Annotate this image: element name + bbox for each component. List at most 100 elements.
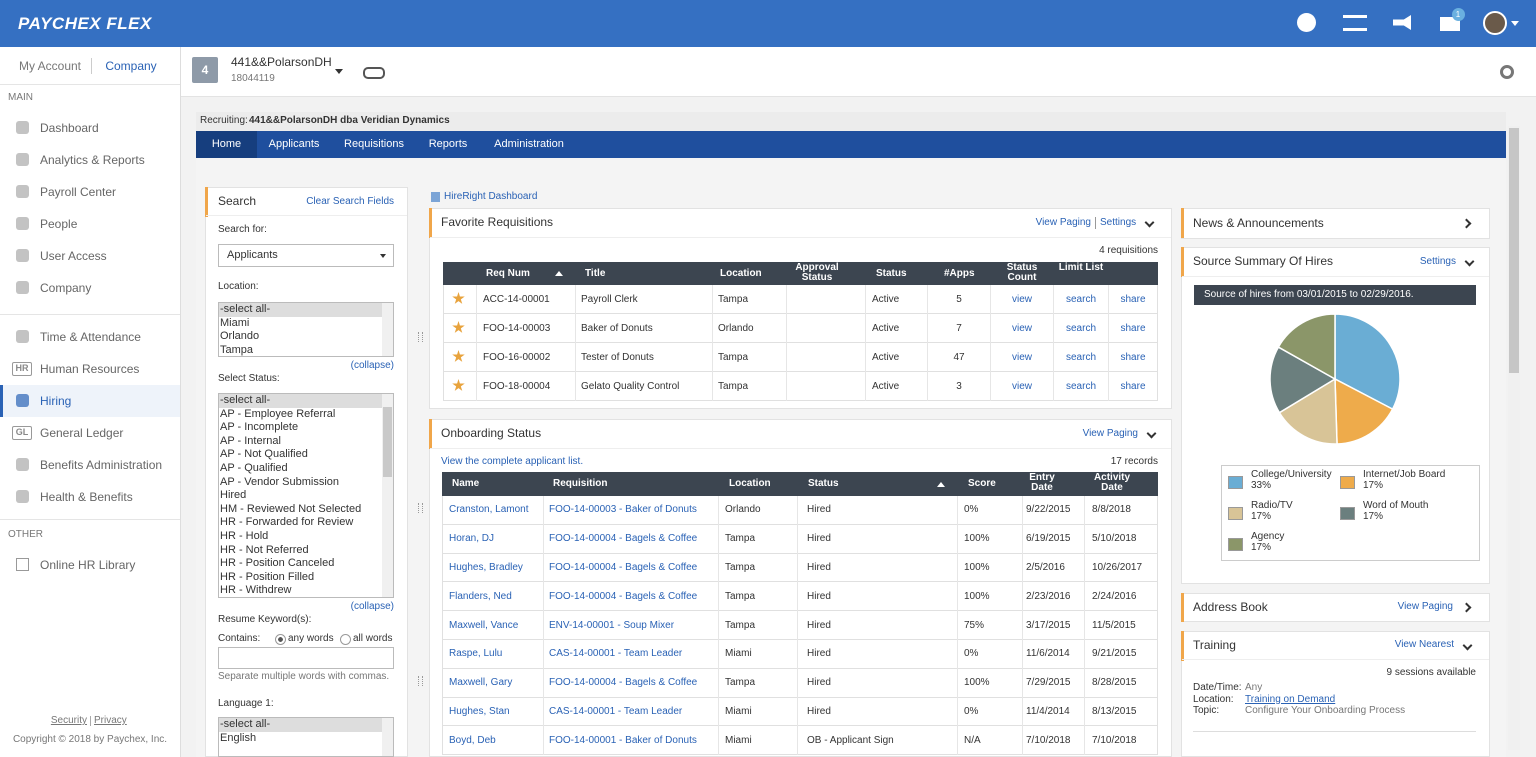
field-value[interactable]: Training on Demand	[1245, 693, 1336, 705]
company-name[interactable]: 441&&PolarsonDH	[231, 55, 332, 69]
option[interactable]: AP - Vendor Submission	[220, 475, 340, 488]
help-icon[interactable]	[1297, 13, 1316, 32]
option[interactable]: -select all-	[220, 303, 271, 315]
cell[interactable]: Maxwell, Gary	[449, 677, 513, 689]
cell[interactable]: search	[1065, 322, 1097, 334]
option[interactable]: Hired	[220, 489, 247, 502]
option[interactable]: HR - Not Referred	[220, 543, 309, 556]
nav-item[interactable]: Payroll Center	[40, 185, 117, 199]
cell[interactable]: Hughes, Stan	[449, 706, 510, 717]
cell[interactable]: Boyd, Deb	[449, 734, 496, 746]
nav-item[interactable]: Online HR Library	[40, 558, 136, 572]
settings-link[interactable]: Settings	[1419, 256, 1456, 267]
nav-item[interactable]: Analytics & Reports	[40, 153, 145, 167]
nav-item[interactable]: Health & Benefits	[40, 490, 133, 504]
cell[interactable]: ENV-14-00001 - Soup Mixer	[549, 619, 675, 631]
view-paging[interactable]: View Paging	[1397, 601, 1453, 612]
keyword-input[interactable]	[218, 647, 394, 669]
cell[interactable]: share	[1120, 351, 1146, 363]
cell[interactable]: view	[1011, 380, 1033, 392]
link-icon[interactable]	[363, 67, 385, 79]
option[interactable]: English	[220, 731, 257, 744]
favorite-star[interactable]	[452, 379, 465, 391]
cell[interactable]: CAS-14-00001 - Team Leader	[549, 648, 683, 660]
favorite-star[interactable]	[452, 292, 465, 304]
applicant-list-link[interactable]: View the complete applicant list.	[441, 456, 584, 467]
hireright-link[interactable]: HireRight Dashboard	[444, 191, 538, 202]
cell[interactable]: FOO-14-00004 - Bagels & Coffee	[549, 562, 698, 573]
gear-icon[interactable]	[1500, 65, 1514, 79]
company-caret[interactable]	[335, 69, 343, 74]
option[interactable]: AP - Incomplete	[220, 421, 299, 434]
cell[interactable]: FOO-14-00004 - Bagels & Coffee	[549, 533, 698, 545]
cell[interactable]: Maxwell, Vance	[449, 619, 519, 631]
select[interactable]	[218, 244, 394, 267]
cell[interactable]: search	[1065, 293, 1097, 305]
option[interactable]: AP - Employee Referral	[220, 407, 336, 420]
view-paging[interactable]: View Paging	[1082, 428, 1138, 439]
clear-link[interactable]: Clear Search Fields	[306, 196, 394, 207]
cell[interactable]: FOO-14-00003 - Baker of Donuts	[549, 504, 697, 516]
option[interactable]: HR - Forwarded for Review	[220, 516, 354, 529]
nav-item[interactable]: User Access	[40, 249, 107, 263]
option[interactable]: Tampa	[220, 343, 254, 356]
cell[interactable]: view	[1011, 351, 1033, 363]
nav-tab[interactable]: Requisitions	[344, 138, 404, 150]
listbox[interactable]	[218, 302, 394, 357]
radio[interactable]	[340, 634, 351, 645]
favorite-star[interactable]	[452, 321, 465, 333]
nav-item[interactable]: Benefits Administration	[40, 458, 163, 472]
option[interactable]: HR - Position Filled	[220, 570, 315, 583]
option[interactable]: -select all-	[220, 394, 271, 406]
cell[interactable]: FOO-14-00001 - Baker of Donuts	[549, 734, 697, 746]
collapse-link[interactable]: (collapse)	[350, 360, 394, 371]
nav-item[interactable]: Human Resources	[40, 362, 140, 376]
option[interactable]: AP - Qualified	[220, 462, 288, 474]
option[interactable]: Miami	[220, 316, 250, 329]
cell[interactable]: view	[1011, 293, 1033, 305]
cell[interactable]: search	[1065, 380, 1097, 392]
option[interactable]: -select all-	[220, 718, 271, 730]
cell[interactable]: Cranston, Lamont	[449, 504, 529, 516]
view-paging[interactable]: View Paging	[1035, 217, 1091, 228]
view-nearest[interactable]: View Nearest	[1394, 639, 1454, 650]
nav-item[interactable]: Hiring	[40, 394, 72, 408]
cell[interactable]: Horan, DJ	[449, 533, 495, 545]
option[interactable]: HR - Hold	[220, 530, 269, 542]
footer-link[interactable]: Security	[50, 715, 87, 726]
tab[interactable]: My Account	[18, 59, 82, 73]
cell[interactable]: Raspe, Lulu	[449, 648, 503, 660]
cell[interactable]: share	[1120, 293, 1146, 305]
nav-tab[interactable]: Applicants	[268, 138, 320, 150]
nav-item[interactable]: Time & Attendance	[40, 330, 141, 344]
cell[interactable]: FOO-14-00004 - Bagels & Coffee	[549, 677, 698, 689]
settings-link[interactable]: Settings	[1100, 217, 1137, 228]
option[interactable]: HR - Position Canceled	[220, 557, 335, 570]
option[interactable]: AP - Internal	[220, 434, 281, 447]
cell[interactable]: Flanders, Ned	[449, 590, 512, 602]
option[interactable]: Orlando	[220, 330, 260, 343]
option[interactable]: AP - Not Qualified	[220, 448, 308, 461]
nav-item[interactable]: General Ledger	[40, 426, 124, 440]
footer-link[interactable]: Privacy	[94, 715, 127, 726]
cell[interactable]: share	[1120, 380, 1146, 392]
collapse-link[interactable]: (collapse)	[350, 601, 394, 612]
nav-item[interactable]: Company	[40, 281, 92, 295]
cell[interactable]: view	[1011, 322, 1033, 334]
listbox[interactable]	[218, 393, 394, 598]
nav-tab[interactable]: Administration	[494, 138, 564, 150]
nav-tab[interactable]: Home	[211, 138, 242, 150]
avatar[interactable]	[1483, 11, 1507, 35]
tab[interactable]: Company	[105, 59, 157, 73]
option[interactable]: HR - Withdrew	[220, 584, 292, 597]
nav-item[interactable]: Dashboard	[40, 121, 99, 135]
cell[interactable]: search	[1065, 351, 1097, 363]
cell[interactable]: share	[1120, 322, 1146, 334]
radio[interactable]	[275, 634, 286, 645]
people-icon[interactable]	[1343, 15, 1367, 31]
nav-item[interactable]: People	[40, 217, 78, 231]
cell[interactable]: FOO-14-00004 - Bagels & Coffee	[549, 590, 698, 602]
nav-tab[interactable]: Reports	[428, 138, 468, 150]
cell[interactable]: Hughes, Bradley	[449, 562, 523, 573]
cell[interactable]: CAS-14-00001 - Team Leader	[549, 706, 683, 717]
